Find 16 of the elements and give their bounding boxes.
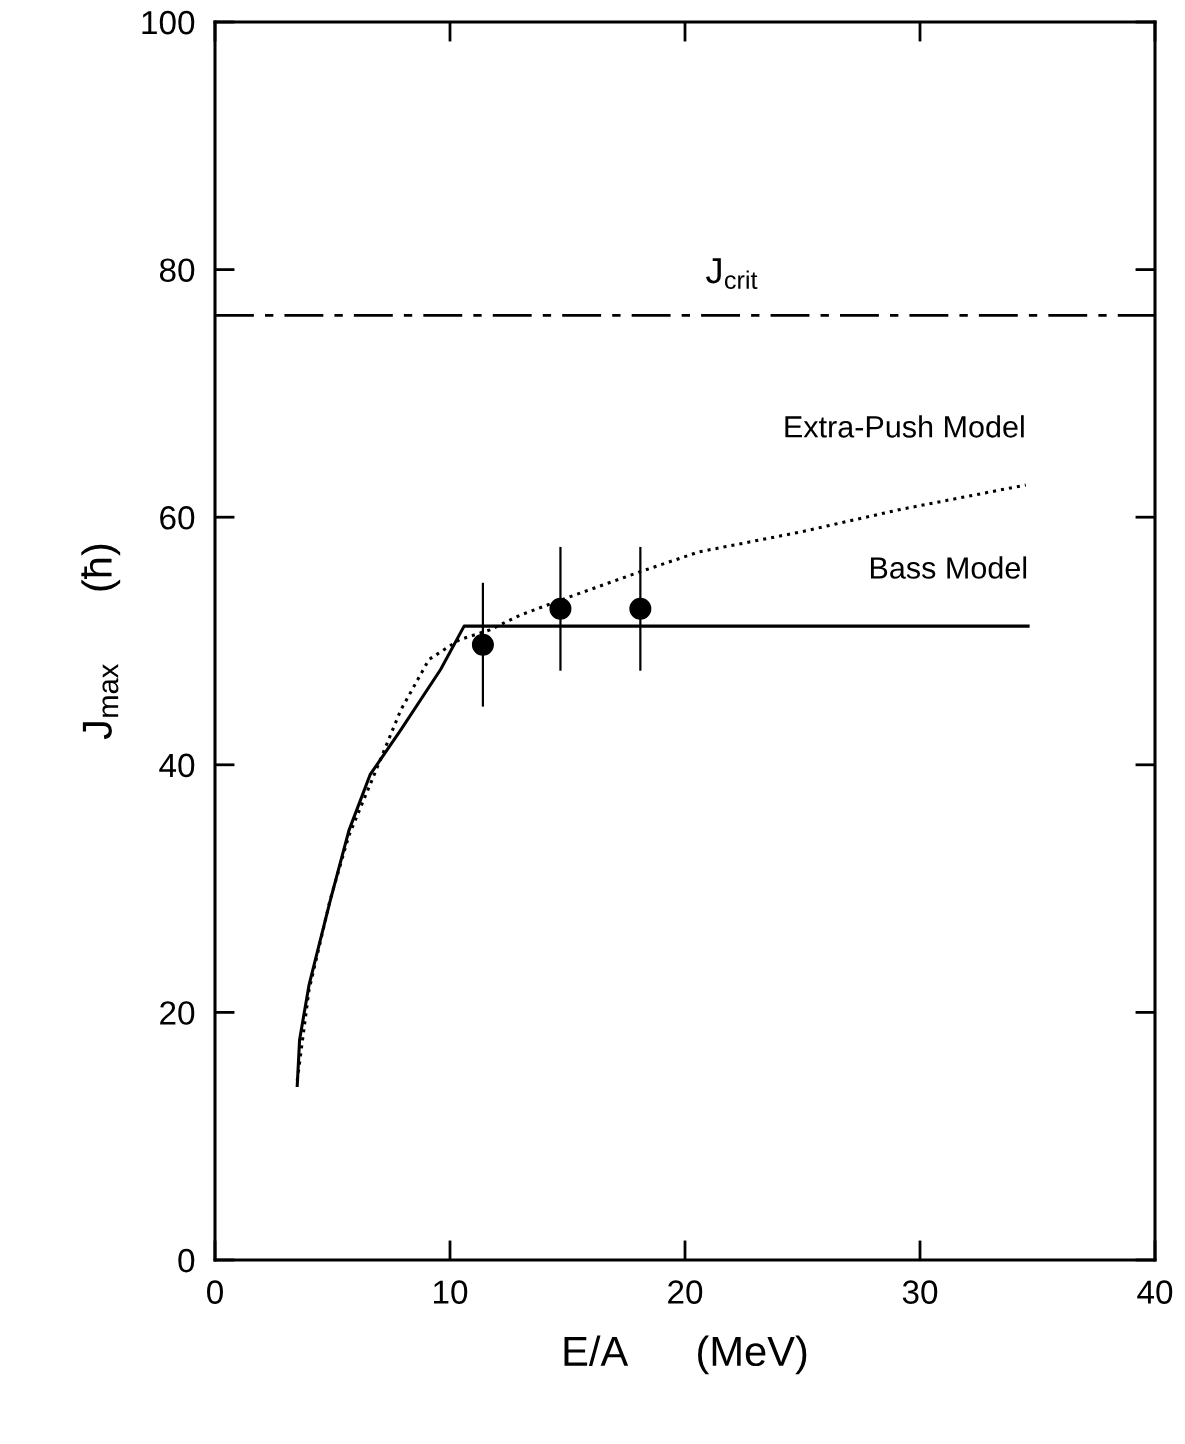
series-label: Extra-Push Model xyxy=(785,415,1024,438)
x-tick-label: 10 xyxy=(434,1280,468,1304)
x-tick-label: 40 xyxy=(1137,1280,1173,1304)
text: J$_{max}$ (ħ) xyxy=(81,544,121,740)
y-tick-label: 80 xyxy=(159,258,195,283)
series-label: Bass Model xyxy=(870,556,1027,579)
y-tick-label: 40 xyxy=(159,753,195,778)
y-tick-label: 0 xyxy=(178,1248,195,1273)
x-tick-label: 30 xyxy=(902,1280,938,1304)
y-tick-label: 60 xyxy=(160,506,195,530)
x-axis-title: E/A (MeV) xyxy=(564,1335,807,1375)
y-tick-label: 20 xyxy=(160,1001,195,1025)
x-tick-label: 20 xyxy=(668,1280,703,1304)
x-tick-label: 0 xyxy=(207,1280,223,1304)
ref-line-label: J$_{crit}$ xyxy=(706,258,758,290)
y-tick-label: 100 xyxy=(142,10,195,35)
